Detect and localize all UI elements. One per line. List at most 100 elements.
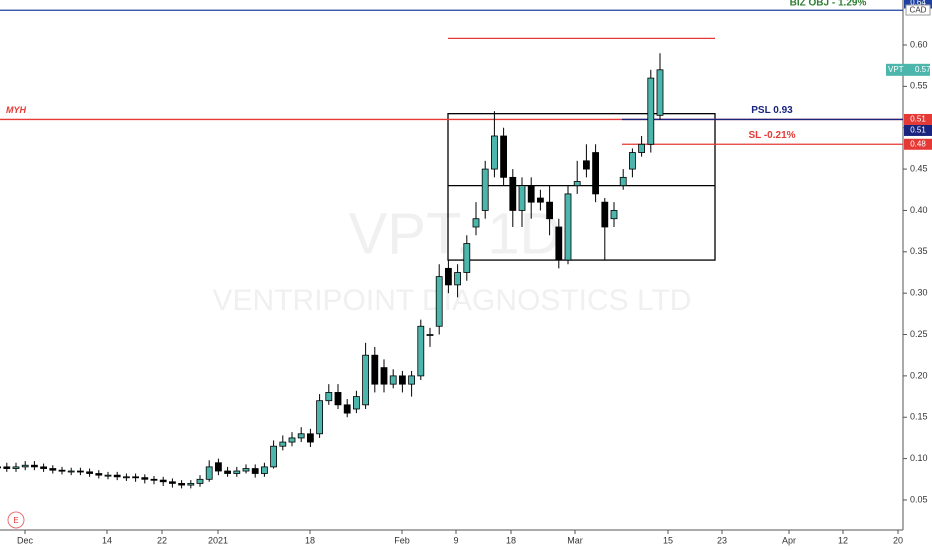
y-tick-label: 0.20 (910, 370, 928, 380)
price-badge (904, 124, 932, 136)
candle-body (334, 392, 342, 406)
y-tick-label: 0.40 (910, 205, 928, 215)
candle-body (583, 160, 590, 170)
price-badge-label: 0.51 (910, 115, 926, 124)
candle-body (647, 77, 655, 145)
candle-body (40, 466, 47, 469)
candle-body (426, 334, 434, 336)
candle-body (435, 276, 443, 327)
candle-body (196, 478, 204, 484)
candle-body (610, 210, 618, 220)
y-tick-label: 0.55 (910, 81, 928, 91)
candle-body (58, 469, 66, 472)
x-tick-label: 12 (838, 535, 848, 545)
candle-body (104, 474, 112, 477)
candle-body (619, 176, 627, 187)
candle-body (168, 481, 176, 484)
candle-body (279, 441, 287, 447)
candle-body (242, 468, 250, 472)
y-tick-label: 0.10 (910, 453, 928, 463)
candle-body (398, 375, 406, 385)
candle-body (113, 474, 121, 478)
candle-body (224, 470, 232, 474)
objective-label: BIZ OBJ - 1.29% (790, 0, 867, 9)
candle-body (260, 466, 268, 474)
price-badge-label: 0.48 (910, 139, 926, 148)
price-badge-label: 0.64 (910, 0, 926, 7)
event-icon[interactable] (7, 511, 25, 529)
candle-body (297, 433, 305, 439)
level-label: PSL 0.93 (751, 105, 793, 116)
candle-body (214, 462, 222, 472)
last-price-label: 0.57 (915, 65, 931, 74)
candle-body (306, 433, 314, 443)
currency-box (905, 4, 931, 16)
candle-body (518, 185, 526, 211)
candle-body (77, 470, 84, 473)
candle-body (178, 483, 186, 486)
candle-body (463, 243, 471, 273)
event-marker[interactable]: E (13, 516, 18, 525)
candle-body (472, 218, 480, 228)
candle-body (527, 185, 535, 203)
candle-body (141, 477, 149, 480)
candle-body (564, 193, 572, 261)
candle-body (30, 464, 38, 468)
company-watermark: VENTRIPOINT DIAGNOSTICS LTD (213, 284, 692, 317)
candle-body (67, 470, 75, 473)
candle-body (555, 226, 563, 261)
candle-body (592, 152, 599, 195)
candle-body (454, 272, 462, 286)
x-tick-label: 14 (102, 535, 112, 545)
candle-body (270, 445, 278, 468)
y-tick-label: 0.15 (910, 412, 928, 422)
x-tick-label: Feb (394, 535, 410, 545)
candle-body (352, 396, 360, 410)
candle-body (187, 483, 195, 486)
candle-body (537, 197, 544, 203)
x-tick-label: 9 (453, 535, 458, 545)
candle-body (629, 152, 636, 170)
candle-body (380, 367, 388, 385)
candle-body (362, 354, 370, 406)
candle-body (444, 267, 452, 286)
candle-body (3, 466, 11, 469)
y-tick-label: 0.45 (910, 163, 928, 173)
candle-body (233, 470, 241, 474)
candle-body (123, 476, 130, 479)
candle-body (546, 201, 553, 220)
x-tick-label: Mar (567, 535, 583, 545)
x-tick-label: 18 (506, 535, 516, 545)
last-price-badge (886, 63, 930, 76)
candle-body (481, 168, 489, 211)
last-price-symbol: VPT (888, 65, 904, 74)
price-badge (904, 0, 932, 9)
y-tick-label: 0.60 (910, 39, 928, 49)
price-badge (904, 138, 932, 150)
candle-body (205, 466, 213, 480)
candle-body (490, 135, 498, 170)
candle-body (325, 392, 333, 402)
candle-body (49, 468, 57, 471)
y-tick-label: 0.30 (910, 288, 928, 298)
candle-body (132, 476, 140, 479)
candle-body (21, 464, 29, 468)
candle-body (0, 466, 1, 469)
candle-body (638, 143, 645, 153)
candle-body (509, 176, 517, 211)
candle-body (288, 437, 296, 443)
candle-body (656, 69, 664, 116)
y-tick-label: 0.35 (910, 246, 928, 256)
candle-body (316, 400, 324, 435)
x-tick-label: 20 (893, 535, 903, 545)
x-tick-label: Dec (17, 535, 34, 545)
candle-body (500, 135, 508, 178)
candle-body (251, 468, 259, 474)
candle-body (343, 404, 351, 414)
range-box (447, 113, 716, 261)
x-tick-label: 18 (305, 535, 315, 545)
x-tick-label: 2021 (208, 535, 228, 545)
y-tick-label: 0.25 (910, 329, 928, 339)
x-tick-label: 23 (717, 535, 727, 545)
